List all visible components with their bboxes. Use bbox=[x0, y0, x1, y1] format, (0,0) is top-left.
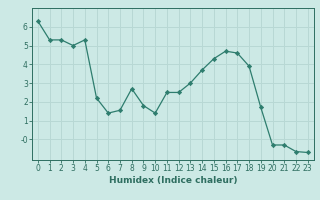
X-axis label: Humidex (Indice chaleur): Humidex (Indice chaleur) bbox=[108, 176, 237, 185]
